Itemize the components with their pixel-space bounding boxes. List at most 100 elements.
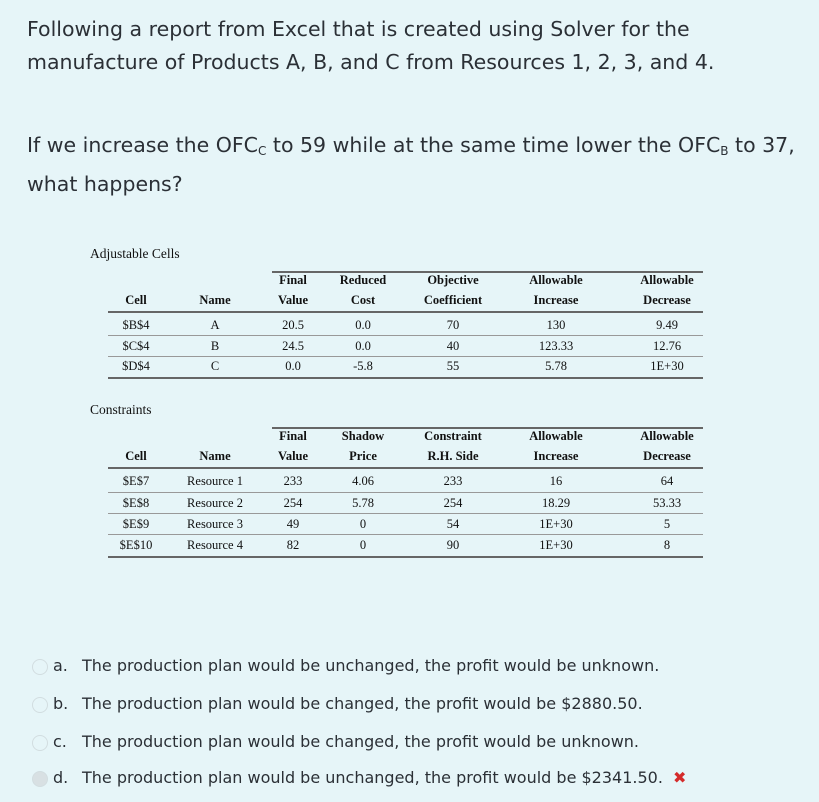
adjustable-cell: B: [210, 339, 220, 353]
adjustable-header: Name: [199, 293, 231, 307]
constraints-cell: $E$7: [122, 474, 150, 488]
constraints-row-rule: [108, 513, 703, 514]
constraints-header-top: Final: [279, 429, 307, 443]
constraints-header: R.H. Side: [427, 449, 479, 463]
adjustable-row-rule: [108, 335, 703, 336]
adjustable-cell: 20.5: [282, 318, 304, 332]
adjustable-cell: 130: [546, 318, 566, 332]
incorrect-icon: ✖: [672, 768, 687, 787]
adjustable-cell: 0.0: [355, 318, 371, 332]
adjustable-cell: $B$4: [122, 318, 150, 332]
radio-button[interactable]: [32, 735, 48, 751]
adjustable-cell: -5.8: [353, 359, 373, 373]
constraints-cell: 5.78: [352, 496, 374, 510]
adjustable-cell: 1E+30: [650, 359, 684, 373]
adjustable-header: Increase: [533, 293, 579, 307]
constraints-cell: 49: [286, 517, 300, 531]
option-text: The production plan would be changed, th…: [82, 732, 640, 751]
adjustable-header: Cell: [125, 293, 147, 307]
adjustable-row-rule: [108, 356, 703, 357]
option-letter: b.: [53, 694, 69, 713]
constraints-header: Increase: [533, 449, 579, 463]
constraints-cell: 4.06: [352, 474, 374, 488]
radio-button[interactable]: [32, 659, 48, 675]
radio-button[interactable]: [32, 697, 48, 713]
constraints-header-top: Shadow: [341, 429, 385, 443]
constraints-top-rule: [272, 427, 703, 429]
adjustable-cell: A: [210, 318, 220, 332]
adjustable-cell: 5.78: [545, 359, 567, 373]
constraints-cell: 64: [660, 474, 674, 488]
constraints-cell: 233: [283, 474, 303, 488]
constraints-row-rule: [108, 492, 703, 493]
adjustable-header: Value: [277, 293, 309, 307]
constraints-cell: 82: [286, 538, 300, 552]
question-intro: Following a report from Excel that is cr…: [27, 17, 715, 74]
question-part2: to 59 while at the same time lower the O…: [266, 133, 721, 157]
constraints-header: Cell: [125, 449, 147, 463]
adjustable-bottom-rule: [108, 377, 703, 379]
constraints-header-top: Allowable: [529, 429, 583, 443]
adjustable-header-top: Reduced: [339, 273, 387, 287]
option-letter: a.: [53, 656, 68, 675]
constraints-cell: 1E+30: [539, 538, 573, 552]
constraints-header: Decrease: [643, 449, 691, 463]
adjustable-cell: 0.0: [355, 339, 371, 353]
constraints-cell: 5: [663, 517, 671, 531]
option-text: The production plan would be unchanged, …: [82, 656, 660, 675]
constraints-cell: 90: [446, 538, 460, 552]
adjustable-cell: C: [210, 359, 220, 373]
question-sub1: C: [258, 144, 267, 158]
constraints-row-rule: [108, 534, 703, 535]
constraints-cell: Resource 2: [187, 496, 243, 510]
constraints-bottom-rule: [108, 556, 703, 558]
constraints-cell: Resource 4: [187, 538, 243, 552]
constraints-cell: $E$9: [122, 517, 150, 531]
radio-button[interactable]: [32, 771, 48, 787]
adjustable-cell: 9.49: [656, 318, 678, 332]
question-part3: to 37, what happens?: [27, 133, 795, 196]
constraints-cell: 0: [359, 517, 367, 531]
adjustable-header-rule: [108, 311, 703, 313]
constraints-cell: 16: [549, 474, 563, 488]
constraints-cell: 54: [446, 517, 460, 531]
constraints-cell: 0: [359, 538, 367, 552]
constraints-cell: 1E+30: [539, 517, 573, 531]
adjustable-cell: 40: [446, 339, 460, 353]
constraints-cell: 254: [443, 496, 463, 510]
constraints-header-top: Constraint: [424, 429, 482, 443]
adjustable-cells-title: Adjustable Cells: [90, 246, 180, 261]
constraints-cell: $E$8: [122, 496, 150, 510]
option-text: The production plan would be unchanged, …: [82, 768, 687, 787]
constraints-header: Value: [277, 449, 309, 463]
adjustable-header: Coefficient: [423, 293, 483, 307]
adjustable-header-top: Objective: [427, 273, 479, 287]
adjustable-header-top: Allowable: [529, 273, 583, 287]
adjustable-header-top: Allowable: [640, 273, 694, 287]
constraints-header-top: Allowable: [640, 429, 694, 443]
constraints-header-rule: [108, 467, 703, 469]
constraints-cell: 53.33: [652, 496, 682, 510]
constraints-cell: 254: [283, 496, 303, 510]
adjustable-cell: 24.5: [282, 339, 304, 353]
option-text: The production plan would be changed, th…: [82, 694, 643, 713]
question-text: If we increase the OFCC to 59 while at t…: [27, 129, 797, 201]
adjustable-cell: 123.33: [538, 339, 574, 353]
constraints-cell: Resource 3: [187, 517, 243, 531]
adjustable-top-rule: [272, 271, 703, 273]
adjustable-cell: 70: [446, 318, 460, 332]
adjustable-header: Decrease: [643, 293, 691, 307]
option-letter: d.: [53, 768, 69, 787]
constraints-cell: 18.29: [541, 496, 571, 510]
constraints-cell: 8: [663, 538, 671, 552]
constraints-header: Price: [349, 449, 377, 463]
adjustable-header: Cost: [350, 293, 376, 307]
question-sub2: B: [720, 144, 729, 158]
adjustable-cell: 0.0: [285, 359, 301, 373]
question-part1: If we increase the OFC: [27, 133, 258, 157]
adjustable-header-top: Final: [279, 273, 307, 287]
adjustable-cell: $D$4: [122, 359, 150, 373]
adjustable-cell: 12.76: [652, 339, 682, 353]
constraints-cell: Resource 1: [187, 474, 243, 488]
